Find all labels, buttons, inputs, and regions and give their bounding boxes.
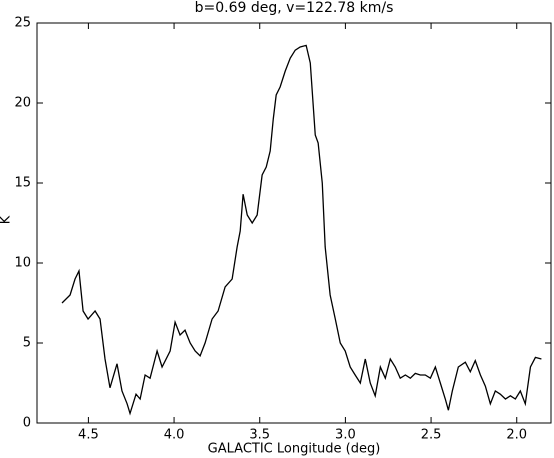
x-tick-label: 3.0 (335, 428, 356, 443)
x-tick-label: 4.5 (78, 428, 99, 443)
y-tick-label: 5 (23, 336, 31, 351)
plot-frame (36, 22, 552, 424)
data-line (61, 44, 542, 416)
y-tick-label: 15 (14, 176, 31, 191)
y-tick-label: 0 (23, 416, 31, 431)
y-axis-label: K (0, 215, 14, 224)
x-tick-label: 3.5 (249, 428, 270, 443)
y-tick-label: 25 (14, 16, 31, 31)
x-tick-label: 4.0 (164, 428, 185, 443)
chart-title: b=0.69 deg, v=122.78 km/s (195, 0, 394, 16)
x-axis-label: GALACTIC Longitude (deg) (208, 442, 381, 457)
y-tick-label: 20 (14, 96, 31, 111)
x-tick-label: 2.5 (421, 428, 442, 443)
x-tick-label: 2.0 (506, 428, 527, 443)
y-tick-label: 10 (14, 256, 31, 271)
